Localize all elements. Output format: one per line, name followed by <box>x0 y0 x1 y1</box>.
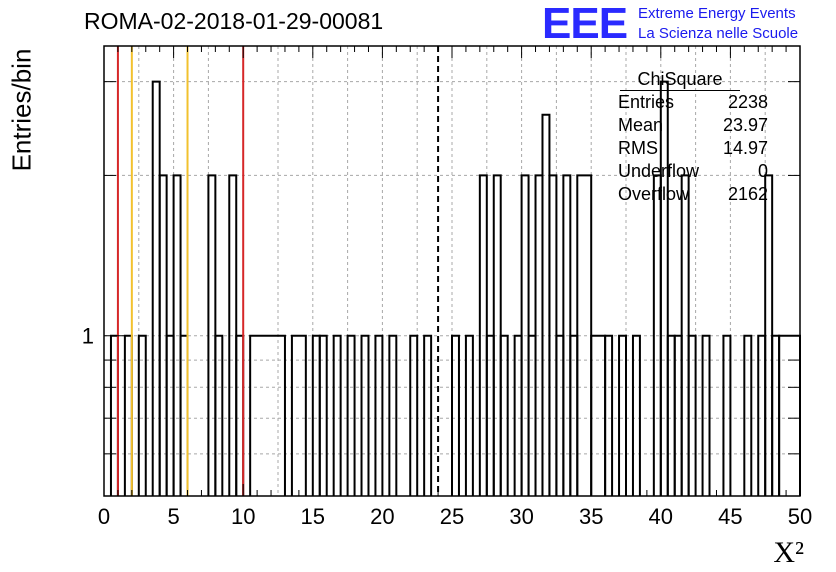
stats-key: Overflow <box>618 184 690 204</box>
x-tick-label: 45 <box>718 504 742 529</box>
stats-value: 0 <box>757 161 768 181</box>
x-tick-label: 35 <box>579 504 603 529</box>
x-tick-label: 50 <box>788 504 812 529</box>
stats-box: ChiSquare Entries 2238 Mean 23.97 RMS 14.97… <box>610 68 776 206</box>
histogram-bar <box>722 334 732 496</box>
histogram-bar <box>423 334 433 496</box>
histogram-bar <box>631 334 641 496</box>
histogram-bar <box>360 334 370 496</box>
histogram-bar <box>318 334 328 496</box>
histogram-bar <box>451 334 460 496</box>
y-axis-label: Entries/bin <box>4 40 40 180</box>
stats-key: RMS <box>618 138 658 158</box>
stats-value: 2238 <box>727 92 768 112</box>
logo-line-1: Extreme Energy Events <box>638 5 796 22</box>
x-tick-label: 15 <box>301 504 325 529</box>
x-tick-label: 10 <box>231 504 255 529</box>
x-tick-label: 20 <box>370 504 394 529</box>
histogram-bar <box>659 80 669 496</box>
stats-row: Overflow 2162 <box>610 183 776 206</box>
x-tick-label: 40 <box>649 504 673 529</box>
stats-value: 2162 <box>727 184 768 204</box>
x-tick-label: 0 <box>98 504 110 529</box>
x-tick-label: 5 <box>167 504 179 529</box>
histogram-bar <box>743 334 753 496</box>
histogram-bar <box>137 334 147 496</box>
histogram-bar <box>464 334 474 496</box>
stats-key: Entries <box>618 92 675 112</box>
stats-key: Underflow <box>618 161 700 181</box>
y-axis-label-text: Entries/bin <box>6 48 37 172</box>
stats-key: Mean <box>618 115 664 135</box>
histogram-bar <box>332 334 342 496</box>
histogram-bar <box>388 334 398 496</box>
histogram-bar <box>618 334 627 496</box>
x-tick-label: 30 <box>509 504 533 529</box>
histogram-bar <box>249 334 286 496</box>
stats-row: Entries 2238 <box>610 91 776 114</box>
chart-title: ROMA-02-2018-01-29-00081 <box>84 8 384 34</box>
histogram-bar <box>409 334 419 496</box>
histogram-bar <box>701 334 711 496</box>
logo-line-2: La Scienza nelle Scuole <box>638 25 799 42</box>
histogram-bar <box>374 334 384 496</box>
stats-row: Underflow 0 <box>610 160 776 183</box>
eee-logo: EEE Extreme Energy Events La Scienza nel… <box>542 2 834 46</box>
histogram-bar <box>214 334 224 496</box>
histogram-bar <box>541 113 551 496</box>
stats-value: 14.97 <box>722 138 768 158</box>
logo-mark: EEE <box>542 0 628 48</box>
histogram-bar <box>346 334 356 496</box>
histogram-bar <box>604 334 614 496</box>
histogram-bar <box>290 334 307 496</box>
stats-value: 23.97 <box>722 115 768 135</box>
histogram-bar <box>151 80 161 496</box>
x-tick-label: 25 <box>440 504 464 529</box>
x-axis-label: Χ² <box>773 536 804 569</box>
stats-title: ChiSquare <box>620 68 740 91</box>
stats-row: RMS 14.97 <box>610 137 776 160</box>
y-tick-label: 1 <box>82 324 94 349</box>
stats-row: Mean 23.97 <box>610 114 776 137</box>
histogram-bar <box>687 334 697 496</box>
histogram-bar <box>499 334 509 496</box>
